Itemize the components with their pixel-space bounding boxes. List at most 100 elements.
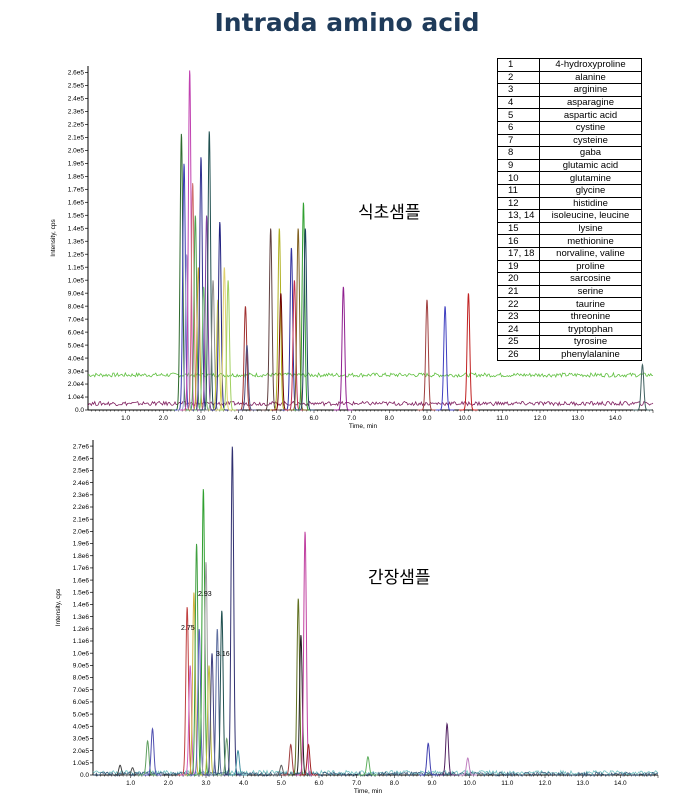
compound-name: glycine xyxy=(539,183,642,198)
compound-row: 10 glutamine xyxy=(497,171,642,185)
y-tick-label: 1.8e5 xyxy=(68,174,85,181)
y-tick-label: 2.1e6 xyxy=(73,516,90,523)
peak-trace xyxy=(295,228,315,411)
compound-number: 10 xyxy=(497,171,540,185)
y-tick-label: 6.0e4 xyxy=(68,329,85,336)
peak-trace xyxy=(458,757,478,776)
peak-trace xyxy=(299,743,318,776)
peak-trace xyxy=(214,267,234,411)
compound-row: 19 proline xyxy=(497,259,642,274)
y-tick-label: 1.2e6 xyxy=(73,626,90,633)
y-tick-label: 2.3e6 xyxy=(73,492,90,499)
compound-name: serine xyxy=(539,284,642,299)
compound-name: cystine xyxy=(539,120,642,135)
compound-number: 3 xyxy=(497,83,540,97)
y-tick-label: 2.1e5 xyxy=(68,135,85,142)
x-tick-label: 10.0 xyxy=(458,415,471,422)
compound-row: 22 taurine xyxy=(497,297,642,311)
x-tick-label: 14.0 xyxy=(614,780,627,787)
compound-name: alanine xyxy=(539,70,642,85)
y-tick-label: 7.0e4 xyxy=(68,316,85,323)
compound-row: 1 4-hydroxyproline xyxy=(497,58,642,72)
baseline-trace xyxy=(92,770,659,778)
y-tick-label: 1.3e6 xyxy=(73,614,90,621)
compound-name: proline xyxy=(539,259,642,274)
x-tick-label: 6.0 xyxy=(314,780,323,787)
x-tick-label: 11.0 xyxy=(501,780,514,787)
compound-name: arginine xyxy=(539,83,642,97)
compound-row: 3 arginine xyxy=(497,83,642,97)
x-tick-label: 1.0 xyxy=(121,415,130,422)
x-tick-label: 10.0 xyxy=(463,780,476,787)
compound-name: methionine xyxy=(539,234,642,248)
compound-row: 9 glutamic acid xyxy=(497,158,642,173)
compound-name: asparagine xyxy=(539,95,642,110)
compound-name: 4-hydroxyproline xyxy=(539,58,642,72)
peak-trace xyxy=(358,755,378,776)
y-tick-label: 1.5e5 xyxy=(68,212,85,219)
x-tick-label: 13.0 xyxy=(576,780,589,787)
compound-number: 6 xyxy=(497,120,540,135)
peak-trace xyxy=(281,247,301,411)
y-tick-label: 2.0e6 xyxy=(73,529,90,536)
compound-row: 20 sarcosine xyxy=(497,272,642,286)
peak-trace xyxy=(210,222,230,411)
compound-row: 8 gaba xyxy=(497,146,642,160)
peak-trace xyxy=(459,293,478,411)
compound-number: 2 xyxy=(497,70,540,85)
y-tick-label: 5.0e5 xyxy=(73,711,90,718)
compound-number: 11 xyxy=(497,183,540,198)
peak-trace xyxy=(271,764,291,776)
peak-trace xyxy=(212,610,232,776)
x-tick-label: 4.0 xyxy=(239,780,248,787)
y-tick-label: 1.0e6 xyxy=(73,650,90,657)
peak-trace xyxy=(633,363,652,411)
x-tick-label: 6.0 xyxy=(309,415,318,422)
y-tick-label: 1.4e6 xyxy=(73,602,90,609)
peak-trace xyxy=(435,306,455,411)
y-tick-label: 1.4e5 xyxy=(68,225,85,232)
y-tick-label: 2.5e5 xyxy=(68,83,85,90)
compound-number: 12 xyxy=(497,196,540,211)
peak-trace xyxy=(228,749,248,776)
compound-number: 22 xyxy=(497,297,540,311)
y-tick-label: 1.1e5 xyxy=(68,264,85,271)
compound-number: 8 xyxy=(497,146,540,160)
compound-number: 13, 14 xyxy=(497,209,540,223)
y-tick-label: 1.0e5 xyxy=(68,277,85,284)
y-tick-label: 1.0e5 xyxy=(73,760,90,767)
compound-name: threonine xyxy=(539,309,642,324)
compound-number: 16 xyxy=(497,234,540,248)
baseline-trace xyxy=(92,769,659,776)
compound-name: taurine xyxy=(539,297,642,311)
y-tick-label: 6.0e5 xyxy=(73,699,90,706)
compound-row: 24 tryptophan xyxy=(497,322,642,337)
compound-number: 21 xyxy=(497,284,540,299)
y-tick-label: 1.9e5 xyxy=(68,161,85,168)
x-tick-label: 13.0 xyxy=(571,415,584,422)
y-tick-label: 0.0 xyxy=(80,772,89,779)
y-tick-label: 2.3e5 xyxy=(68,109,85,116)
compound-row: 21 serine xyxy=(497,284,642,299)
x-tick-label: 8.0 xyxy=(385,415,394,422)
x-tick-label: 9.0 xyxy=(422,415,431,422)
compound-name: sarcosine xyxy=(539,272,642,286)
x-tick-label: 1.0 xyxy=(126,780,135,787)
compound-row: 16 methionine xyxy=(497,234,642,248)
compound-table: 1 4-hydroxyproline 2 alanine 3 arginine 4 aspar… xyxy=(497,58,642,362)
compound-row: 13, 14 isoleucine, leucine xyxy=(497,209,642,223)
baseline-trace xyxy=(87,400,654,407)
compound-name: aspartic acid xyxy=(539,108,642,122)
compound-row: 5 aspartic acid xyxy=(497,108,642,122)
compound-row: 23 threonine xyxy=(497,309,642,324)
compound-row: 15 lysine xyxy=(497,221,642,236)
y-tick-label: 4.0e4 xyxy=(68,355,85,362)
compound-number: 19 xyxy=(497,259,540,274)
x-axis-label: Time, min xyxy=(354,788,383,795)
compound-name: norvaline, valine xyxy=(539,246,642,261)
y-tick-label: 2.2e6 xyxy=(73,504,90,511)
y-axis-label: Intensity, cps xyxy=(50,219,57,257)
compound-name: lysine xyxy=(539,221,642,236)
compound-number: 15 xyxy=(497,221,540,236)
y-tick-label: 1.7e6 xyxy=(73,565,90,572)
